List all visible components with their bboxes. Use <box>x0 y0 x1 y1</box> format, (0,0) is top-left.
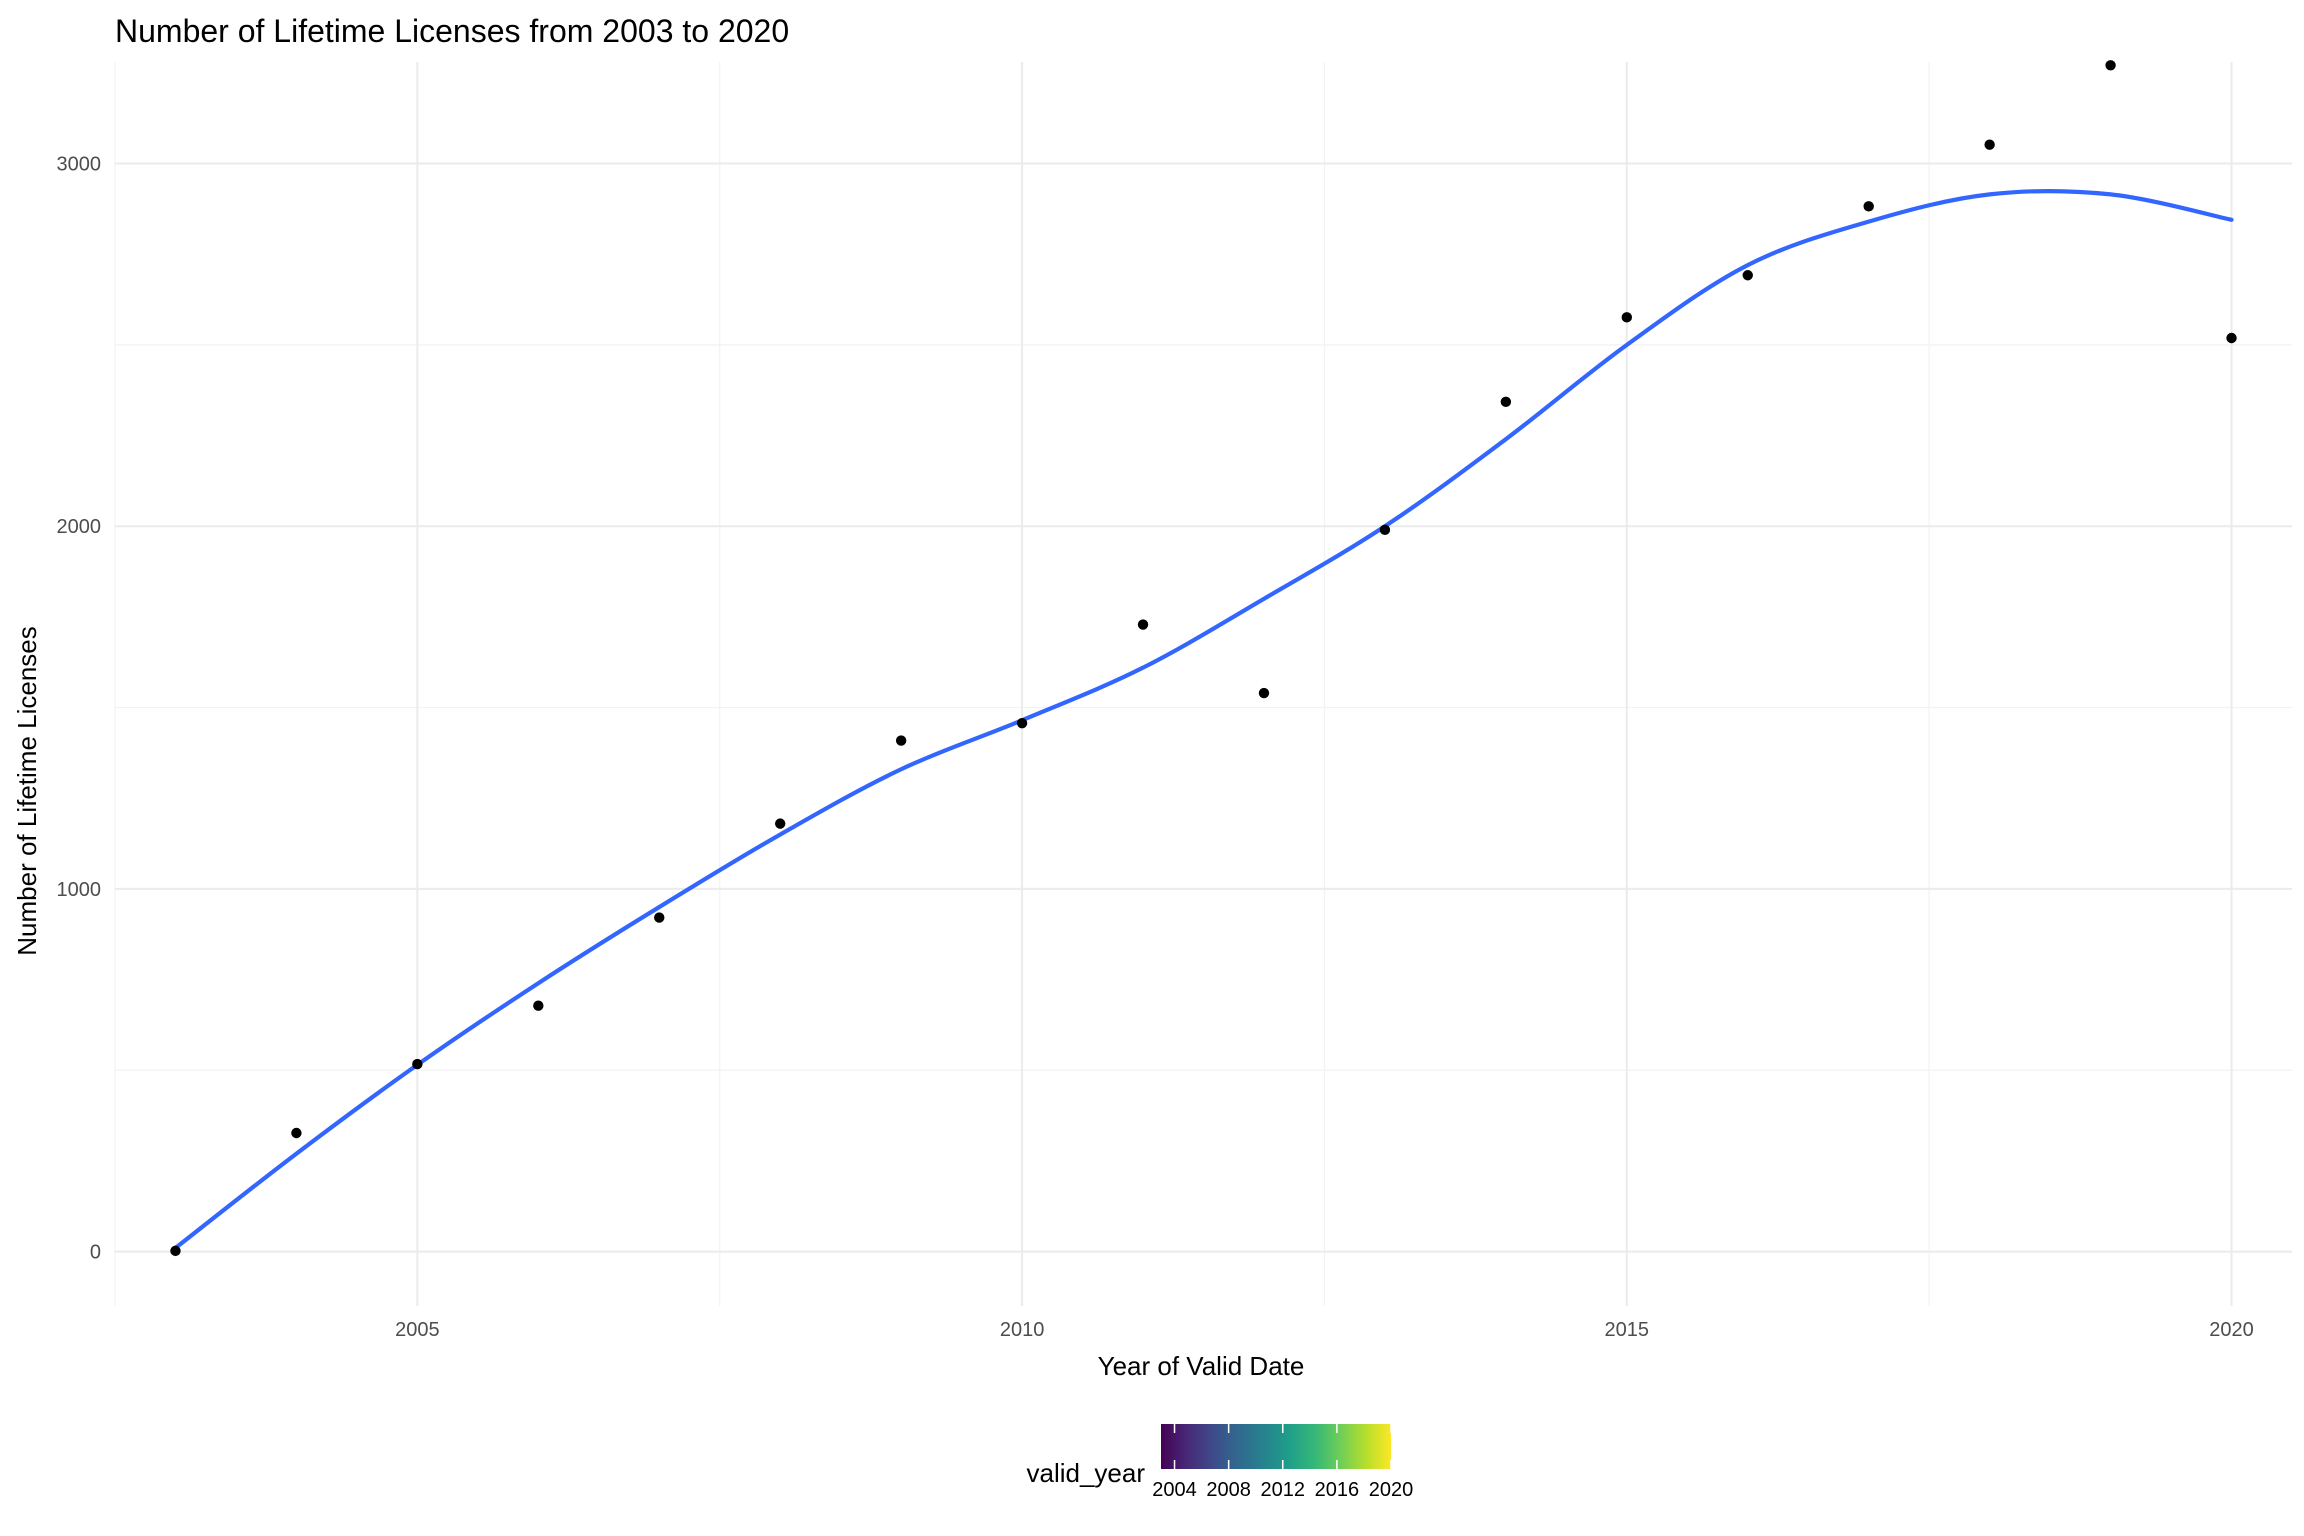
data-point <box>2226 332 2237 344</box>
axis-layer: 2005 2010 2015 2020 0 1000 2000 3000 <box>57 154 2254 1341</box>
legend-tick-label: 2008 <box>1206 1479 1251 1501</box>
x-axis-title: Year of Valid Date <box>1098 1351 1305 1381</box>
data-point <box>774 818 786 829</box>
x-tick-label: 2020 <box>2209 1319 2254 1341</box>
data-point <box>1016 717 1028 729</box>
legend-title: valid_year <box>1026 1458 1145 1488</box>
gridlines <box>114 62 2292 1306</box>
data-point <box>1621 312 1633 323</box>
smooth-layer <box>173 188 2234 1251</box>
legend-ticks: 2004 2008 2012 2016 2020 <box>1152 1424 1413 1501</box>
data-point <box>1379 524 1391 536</box>
y-tick-label: 0 <box>90 1242 101 1264</box>
legend: valid_year 2004 2008 2012 2016 2020 <box>1026 1424 1413 1501</box>
data-point <box>895 735 907 746</box>
chart-title: Number of Lifetime Licenses from 2003 to… <box>115 13 789 49</box>
y-tick-label: 3000 <box>57 154 102 176</box>
data-point <box>170 1245 181 1257</box>
data-point <box>533 1000 544 1011</box>
data-point <box>2105 60 2116 71</box>
x-tick-label: 2005 <box>395 1319 440 1341</box>
data-point <box>412 1058 423 1070</box>
x-tick-label: 2015 <box>1605 1319 1650 1341</box>
legend-colorbar <box>1161 1424 1391 1469</box>
y-tick-label: 2000 <box>57 516 102 538</box>
data-point <box>654 912 665 923</box>
data-point <box>1863 201 1874 212</box>
legend-tick-label: 2012 <box>1261 1479 1306 1501</box>
x-tick-label: 2010 <box>1000 1319 1045 1341</box>
smooth-line <box>173 188 2234 1251</box>
data-point <box>291 1127 302 1139</box>
data-point <box>1258 687 1270 699</box>
y-tick-label: 1000 <box>57 879 102 901</box>
y-axis-title: Number of Lifetime Licenses <box>12 626 42 955</box>
data-point <box>1137 619 1149 630</box>
points-layer <box>170 60 2237 1257</box>
legend-tick-label: 2020 <box>1369 1479 1414 1501</box>
data-point <box>1984 139 1995 150</box>
data-point <box>1500 396 1512 408</box>
legend-tick-label: 2004 <box>1152 1479 1197 1501</box>
legend-tick-label: 2016 <box>1315 1479 1360 1501</box>
data-point <box>1742 270 1753 281</box>
